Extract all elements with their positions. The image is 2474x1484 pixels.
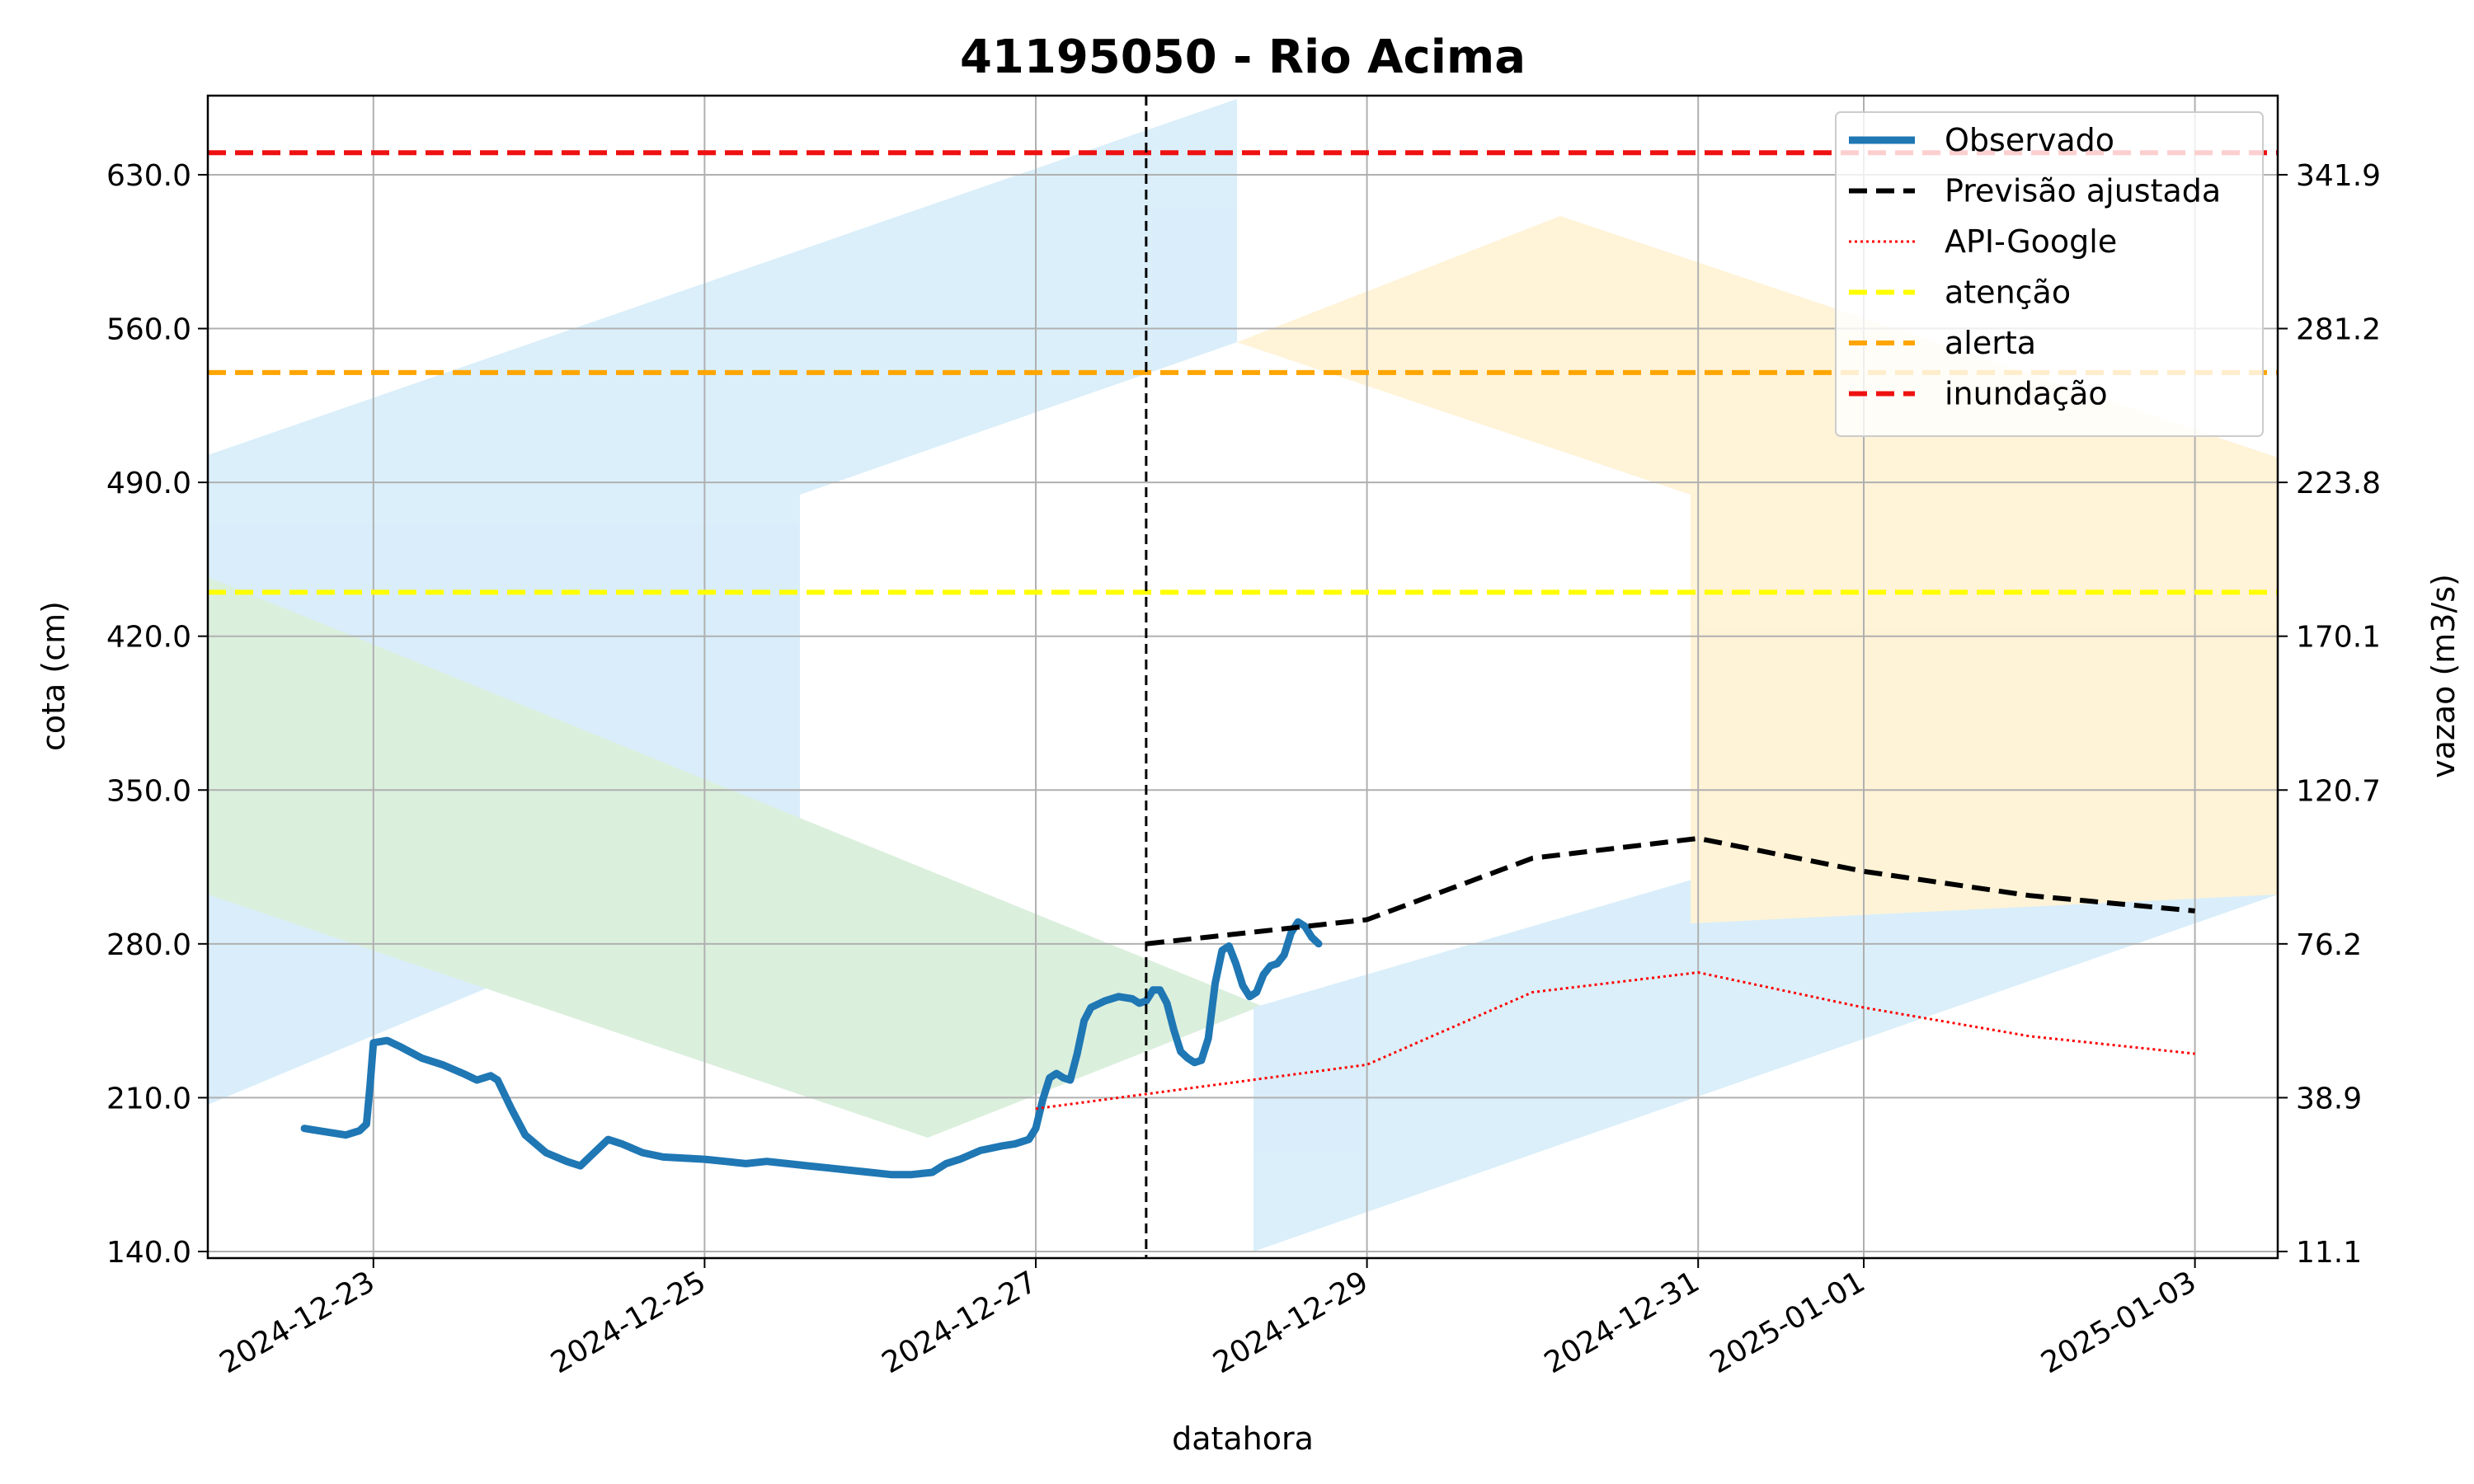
legend-label: inundação: [1945, 376, 2108, 412]
y-tick-label: 420.0: [106, 621, 191, 655]
y2-tick-label: 120.7: [2296, 774, 2381, 808]
plot-frame: [206, 94, 2279, 1260]
watermark-logo: [208, 99, 2278, 1252]
y-tick-label: 140.0: [106, 1236, 191, 1270]
legend-label: atenção: [1945, 275, 2071, 311]
x-axis-title: datahora: [1172, 1421, 1314, 1457]
y-axis-left: 140.0 210.0 280.0 350.0 420.0 490.0 560.0 630.0: [106, 159, 208, 1270]
series-line-2: [1035, 971, 2195, 1111]
series-layer: [300, 835, 2195, 1179]
y-tick-label: 350.0: [106, 774, 191, 808]
y-axis-title: cota (cm): [35, 601, 72, 751]
series-line-0: [300, 918, 1323, 1179]
y-tick-label: 280.0: [106, 928, 191, 962]
chart-title: 41195050 - Rio Acima: [960, 31, 1526, 84]
legend-label: Observado: [1945, 122, 2114, 158]
y2-tick-label: 11.1: [2296, 1236, 2362, 1270]
y-axis-right: 11.1 38.9 76.2 120.7 170.1 223.8 281.2 341.9: [2278, 159, 2381, 1270]
series-line-1: [1145, 835, 2195, 946]
y2-axis-title: vazao (m3/s): [2425, 574, 2462, 778]
y-tick-label: 210.0: [106, 1082, 191, 1115]
legend-label: API-Google: [1945, 223, 2117, 260]
y2-tick-label: 170.1: [2296, 621, 2381, 655]
y-tick-label: 560.0: [106, 313, 191, 347]
y2-tick-label: 223.8: [2296, 467, 2381, 500]
y-tick-label: 630.0: [106, 159, 191, 193]
legend-box: [1835, 111, 2264, 437]
y2-tick-label: 76.2: [2296, 928, 2362, 962]
legend-label: alerta: [1945, 325, 2036, 361]
legend: Observado Previsão ajustada API-Google aten…: [1835, 111, 2264, 437]
y2-tick-label: 281.2: [2296, 313, 2381, 347]
y2-tick-label: 341.9: [2296, 159, 2381, 193]
y2-tick-label: 38.9: [2296, 1082, 2362, 1115]
legend-label: Previsão ajustada: [1945, 173, 2221, 209]
y-tick-label: 490.0: [106, 467, 191, 500]
